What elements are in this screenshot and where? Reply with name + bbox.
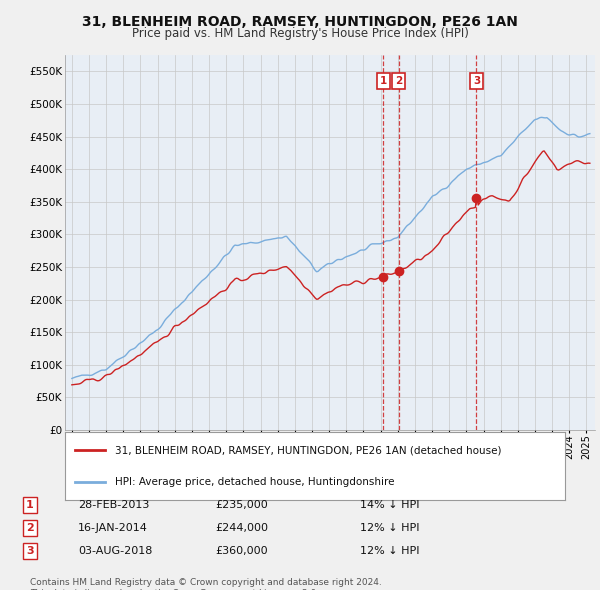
- Text: 28-FEB-2013: 28-FEB-2013: [78, 500, 149, 510]
- Text: 14% ↓ HPI: 14% ↓ HPI: [360, 500, 419, 510]
- Text: £244,000: £244,000: [215, 523, 268, 533]
- Text: HPI: Average price, detached house, Huntingdonshire: HPI: Average price, detached house, Hunt…: [115, 477, 395, 487]
- Text: 31, BLENHEIM ROAD, RAMSEY, HUNTINGDON, PE26 1AN: 31, BLENHEIM ROAD, RAMSEY, HUNTINGDON, P…: [82, 15, 518, 29]
- Text: £360,000: £360,000: [215, 546, 268, 556]
- Text: 12% ↓ HPI: 12% ↓ HPI: [360, 523, 419, 533]
- Text: 12% ↓ HPI: 12% ↓ HPI: [360, 546, 419, 556]
- Text: 3: 3: [26, 546, 34, 556]
- Text: 16-JAN-2014: 16-JAN-2014: [78, 523, 148, 533]
- Text: 2: 2: [395, 76, 402, 86]
- Text: 03-AUG-2018: 03-AUG-2018: [78, 546, 152, 556]
- Text: 2: 2: [26, 523, 34, 533]
- Text: 31, BLENHEIM ROAD, RAMSEY, HUNTINGDON, PE26 1AN (detached house): 31, BLENHEIM ROAD, RAMSEY, HUNTINGDON, P…: [115, 445, 502, 455]
- Text: Price paid vs. HM Land Registry's House Price Index (HPI): Price paid vs. HM Land Registry's House …: [131, 27, 469, 40]
- Text: 1: 1: [380, 76, 387, 86]
- Text: £235,000: £235,000: [215, 500, 268, 510]
- Text: 1: 1: [26, 500, 34, 510]
- Text: 3: 3: [473, 76, 480, 86]
- Text: This data is licensed under the Open Government Licence v3.0.: This data is licensed under the Open Gov…: [30, 589, 319, 590]
- Text: Contains HM Land Registry data © Crown copyright and database right 2024.: Contains HM Land Registry data © Crown c…: [30, 578, 382, 587]
